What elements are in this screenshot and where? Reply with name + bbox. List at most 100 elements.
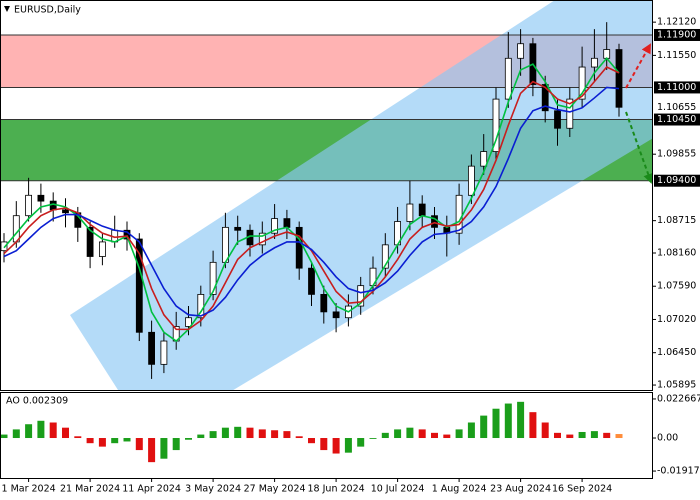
candle-body (517, 43, 524, 59)
candle-body (455, 194, 463, 234)
candle-body (332, 311, 340, 319)
candle-body (541, 84, 549, 112)
ao-bar (344, 438, 352, 453)
level-label: 1.10450 (657, 114, 696, 125)
ao-bar (529, 412, 537, 439)
ao-bar (123, 438, 131, 442)
y-tick-label: 1.07590 (657, 281, 696, 292)
ao-bar (185, 438, 192, 440)
ao-bar (455, 429, 463, 439)
candle-body (418, 203, 426, 217)
candle-body (1, 241, 8, 252)
ao-bar (504, 403, 512, 439)
ao-bar (49, 422, 57, 439)
candle-body (12, 215, 20, 243)
candle-body (160, 340, 168, 365)
candle-body (221, 226, 229, 263)
level-label: 1.09400 (657, 175, 696, 186)
candle-body (234, 226, 242, 231)
y-tick-label: 1.05895 (657, 380, 696, 391)
ao-bar (320, 438, 328, 451)
ao-bar (209, 431, 217, 439)
ao-bar (492, 408, 500, 439)
ao-bar (406, 427, 414, 439)
ao-bar (369, 438, 377, 439)
ao-bar (258, 429, 266, 439)
candle-body (308, 267, 315, 295)
ao-bar (381, 432, 389, 439)
ao-bar (74, 436, 82, 439)
candle-body (357, 285, 365, 307)
ao-title: AO 0.002309 (6, 396, 68, 407)
ao-bar (394, 429, 402, 439)
ao-bar (590, 431, 598, 439)
x-tick-label: 18 Jun 2024 (308, 484, 365, 495)
candle-body (295, 226, 303, 269)
ao-bar (467, 422, 475, 439)
y-tick-label: -0.019172 (657, 466, 700, 477)
candle-body (37, 194, 45, 202)
candle-body (467, 165, 475, 196)
ao-bar (86, 438, 94, 444)
ao-bar (135, 438, 143, 451)
ao-bar (517, 401, 525, 439)
candle-body (578, 66, 586, 100)
chart-title: EURUSD,Daily (14, 5, 81, 16)
title-icon (4, 6, 10, 12)
ao-bar (295, 436, 303, 439)
ao-frame (0, 392, 653, 479)
y-tick-label: 1.12120 (657, 17, 696, 28)
ao-bar (357, 438, 365, 447)
candle-body (258, 232, 266, 246)
ao-bar (246, 427, 254, 439)
level-label: 1.11000 (657, 82, 696, 93)
axes: 1.12120 1.11550 1.09855 1.08715 1.08160 1.075… (2, 17, 700, 495)
ao-bar (234, 426, 242, 439)
ao-bar (603, 432, 611, 439)
moving-average (3, 66, 620, 331)
ao-bar (160, 438, 168, 459)
ao-bar (37, 420, 45, 439)
candle-body (566, 98, 574, 129)
ao-bar (148, 438, 156, 463)
candle-body (99, 241, 106, 257)
candle-body (504, 57, 512, 100)
ao-bar (443, 434, 451, 439)
ao-bar (283, 431, 291, 439)
ao-bar (431, 432, 438, 439)
y-tick-label: 1.06450 (657, 347, 696, 358)
x-tick-label: 16 Sep 2024 (552, 484, 612, 495)
candle-body (271, 218, 279, 234)
price-frame (0, 0, 653, 391)
ao-bar (578, 431, 586, 439)
ao-bar (541, 422, 549, 439)
candle-body (615, 49, 623, 108)
y-tick-label: 1.08715 (657, 215, 696, 226)
ao-pane (1, 401, 623, 463)
moving-average (3, 57, 620, 343)
x-tick-label: 21 Mar 2024 (60, 484, 120, 495)
y-tick-label: 1.08160 (657, 248, 696, 259)
candle-body (62, 209, 69, 214)
candle-body (185, 317, 192, 327)
candle-body (283, 218, 291, 228)
ao-bar (98, 438, 106, 447)
x-tick-label: 1 Mar 2024 (2, 484, 56, 495)
price-label: 1.10655 (657, 102, 696, 113)
candle-body (554, 110, 561, 129)
x-tick-label: 23 Aug 2024 (490, 484, 551, 495)
y-tick-label: 0.00 (657, 433, 678, 444)
ao-bar (221, 427, 229, 439)
ao-bar (1, 434, 8, 439)
y-tick-label: 0.022667 (657, 393, 700, 404)
x-tick-label: 3 May 2024 (185, 484, 241, 495)
y-tick-label: 1.09855 (657, 149, 696, 160)
y-tick-label: 1.11550 (657, 50, 696, 61)
up-arrow (625, 43, 651, 89)
level-label: 1.11900 (657, 29, 696, 40)
candle-body (492, 98, 500, 152)
ao-bar (12, 429, 20, 439)
x-tick-label: 27 May 2024 (244, 484, 306, 495)
candle-body (591, 57, 598, 68)
